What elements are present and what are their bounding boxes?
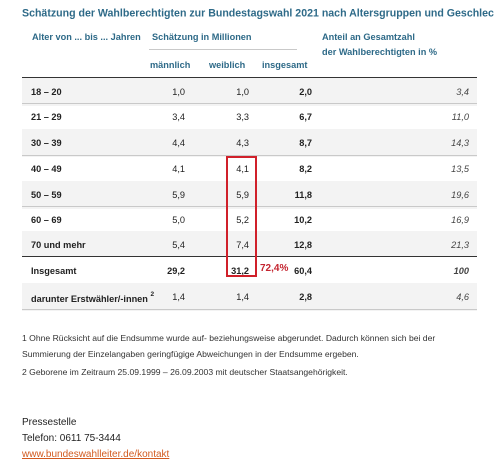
total-top-rule bbox=[22, 256, 477, 257]
row-divider bbox=[22, 206, 477, 207]
contact-office: Pressestelle bbox=[22, 417, 77, 428]
cell-male: 5,0 bbox=[172, 215, 185, 225]
table-row: 40 – 49 4,1 4,1 8,2 13,5 bbox=[22, 155, 477, 183]
col-header-male: männlich bbox=[150, 60, 191, 70]
cell-female: 4,1 bbox=[236, 164, 249, 174]
footnote-1: 1 Ohne Rücksicht auf die Endsumme wurde … bbox=[22, 333, 436, 359]
cell-male: 1,0 bbox=[172, 87, 185, 97]
cell-total: 2,0 bbox=[299, 87, 312, 97]
col-header-female: weiblich bbox=[209, 60, 246, 70]
cell-female: 5,9 bbox=[236, 190, 249, 200]
cell-share: 16,9 bbox=[451, 215, 469, 225]
cell-total: 8,2 bbox=[299, 164, 312, 174]
row-label: 50 – 59 bbox=[31, 190, 62, 200]
cell-share: 21,3 bbox=[451, 240, 469, 250]
cell-female: 3,3 bbox=[236, 112, 249, 122]
cell-male: 5,4 bbox=[172, 240, 185, 250]
cell-male: 5,9 bbox=[172, 190, 185, 200]
contact-link-wrap: www.bundeswahlleiter.de/kontakt bbox=[22, 447, 169, 462]
first-voters-total: 2,8 bbox=[299, 292, 312, 302]
table-row: 21 – 29 3,4 3,3 6,7 11,0 bbox=[22, 103, 477, 131]
page-title: Schätzung der Wahlberechtigten zur Bunde… bbox=[22, 7, 494, 20]
col-header-estimate: Schätzung in Millionen bbox=[152, 32, 252, 42]
cell-total: 11,8 bbox=[294, 190, 312, 200]
cell-male: 3,4 bbox=[172, 112, 185, 122]
row-label: 18 – 20 bbox=[31, 87, 62, 97]
total-total: 60,4 bbox=[294, 266, 312, 276]
first-voters-share: 4,6 bbox=[456, 292, 469, 302]
cell-female: 5,2 bbox=[236, 215, 249, 225]
first-voters-female: 1,4 bbox=[236, 292, 249, 302]
row-label: 60 – 69 bbox=[31, 215, 62, 225]
table-bottom-rule bbox=[22, 309, 477, 310]
header-bottom-rule bbox=[22, 77, 477, 78]
row-divider bbox=[22, 103, 477, 104]
cell-female: 1,0 bbox=[236, 87, 249, 97]
cell-share: 19,6 bbox=[451, 190, 469, 200]
row-label: 30 – 39 bbox=[31, 138, 62, 148]
highlight-percent: 72,4% bbox=[260, 263, 289, 274]
first-voters-footnote-marker: 2 bbox=[150, 291, 155, 298]
highlight-box bbox=[226, 156, 257, 277]
first-voters-label: darunter Erstwähler/-innen 2 bbox=[31, 291, 155, 305]
contact-link[interactable]: www.bundeswahlleiter.de/kontakt bbox=[22, 449, 170, 460]
cell-share: 14,3 bbox=[451, 138, 469, 148]
first-voters-row: darunter Erstwähler/-innen 2 1,4 1,4 2,8… bbox=[22, 283, 477, 311]
estimate-header-divider bbox=[149, 49, 297, 50]
table-row: 50 – 59 5,9 5,9 11,8 19,6 bbox=[22, 181, 477, 209]
row-label: 21 – 29 bbox=[31, 112, 62, 122]
row-label: 40 – 49 bbox=[31, 164, 62, 174]
row-divider bbox=[22, 155, 477, 156]
table-row: 60 – 69 5,0 5,2 10,2 16,9 bbox=[22, 206, 477, 234]
cell-share: 11,0 bbox=[451, 112, 469, 122]
table-row: 18 – 20 1,0 1,0 2,0 3,4 bbox=[22, 78, 477, 106]
row-label: 70 und mehr bbox=[31, 240, 86, 250]
table-row: 70 und mehr 5,4 7,4 12,8 21,3 bbox=[22, 231, 477, 259]
first-voters-male: 1,4 bbox=[172, 292, 185, 302]
cell-total: 12,8 bbox=[294, 240, 312, 250]
total-share: 100 bbox=[453, 266, 469, 276]
total-row: Insgesamt 29,2 31,2 60,4 100 bbox=[22, 257, 477, 285]
cell-total: 6,7 bbox=[299, 112, 312, 122]
cell-total: 10,2 bbox=[294, 215, 312, 225]
contact-phone: Telefon: 0611 75-3444 bbox=[22, 433, 121, 444]
footnote-2: 2 Geborene im Zeitraum 25.09.1999 – 26.0… bbox=[22, 367, 348, 377]
cell-female: 4,3 bbox=[236, 138, 249, 148]
cell-male: 4,1 bbox=[172, 164, 185, 174]
cell-share: 13,5 bbox=[451, 164, 469, 174]
cell-female: 7,4 bbox=[236, 240, 249, 250]
total-female: 31,2 bbox=[231, 266, 249, 276]
total-label: Insgesamt bbox=[31, 266, 77, 276]
cell-total: 8,7 bbox=[299, 138, 312, 148]
cell-male: 4,4 bbox=[172, 138, 185, 148]
table-row: 30 – 39 4,4 4,3 8,7 14,3 bbox=[22, 129, 477, 157]
cell-share: 3,4 bbox=[456, 87, 469, 97]
col-header-total: insgesamt bbox=[262, 60, 308, 70]
col-header-share-1: Anteil an Gesamtzahl bbox=[322, 32, 415, 42]
col-header-share-2: der Wahlberechtigten in % bbox=[322, 47, 438, 57]
col-header-age: Alter von ... bis ... Jahren bbox=[32, 32, 141, 42]
total-male: 29,2 bbox=[167, 266, 185, 276]
